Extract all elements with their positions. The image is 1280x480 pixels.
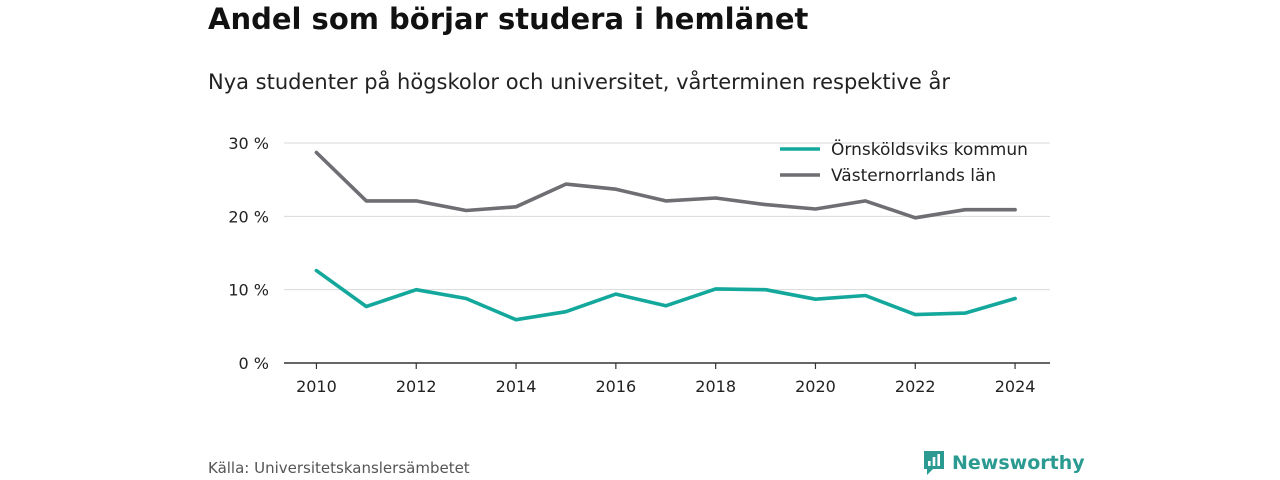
x-tick-labels: 2010 2012 2014 2016 2018 2020 2022 2024 [296, 363, 1035, 396]
y-tick-label: 0 % [239, 354, 269, 373]
brand-name: Newsworthy [952, 452, 1085, 474]
legend-label: Örnsköldsviks kommun [831, 138, 1028, 160]
x-tick-label: 2010 [296, 377, 337, 396]
chart-subtitle: Nya studenter på högskolor och universit… [208, 70, 950, 94]
legend: Örnsköldsviks kommun Västernorrlands län [780, 138, 1028, 186]
x-tick-label: 2022 [895, 377, 936, 396]
y-tick-labels: 0 % 10 % 20 % 30 % [228, 134, 269, 373]
legend-label: Västernorrlands län [831, 166, 996, 186]
x-tick-label: 2014 [496, 377, 537, 396]
series-line [314, 268, 1017, 322]
y-tick-label: 10 % [228, 281, 269, 300]
y-tick-label: 30 % [228, 134, 269, 153]
x-tick-label: 2024 [995, 377, 1036, 396]
x-tick-label: 2016 [595, 377, 636, 396]
bar-chart-speech-icon [924, 451, 944, 475]
series-line [314, 150, 1017, 220]
y-tick-label: 20 % [228, 207, 269, 226]
series-layer [314, 150, 1017, 322]
x-tick-label: 2020 [795, 377, 836, 396]
x-tick-label: 2018 [695, 377, 736, 396]
source-note: Källa: Universitetskanslersämbetet [208, 459, 470, 477]
chart-title: Andel som börjar studera i hemlänet [208, 2, 809, 36]
brand-logo: Newsworthy [922, 450, 1085, 476]
x-tick-label: 2012 [396, 377, 437, 396]
line-chart: 0 % 10 % 20 % 30 % 2010 2012 2014 2016 2018 2020… [228, 134, 1050, 396]
